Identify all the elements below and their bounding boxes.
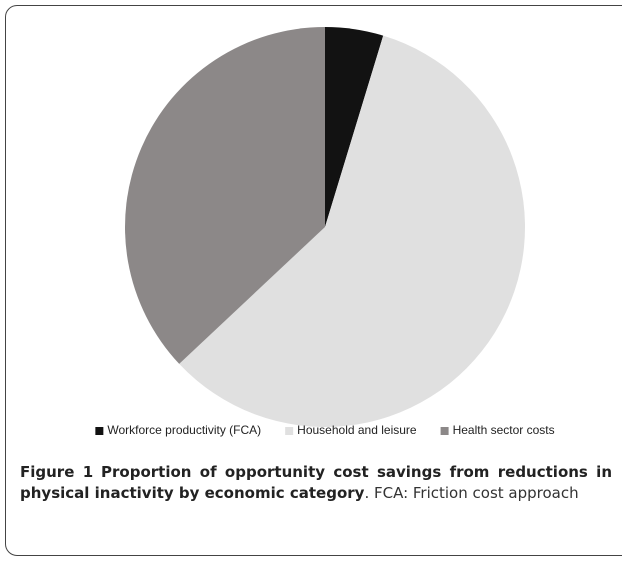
legend-swatch [285, 427, 294, 435]
pie-slice [179, 35, 526, 428]
pie-slice [325, 27, 384, 227]
legend-label: Household and leisure [297, 423, 417, 437]
caption-note: . FCA: Friction cost approach [364, 484, 579, 502]
legend-label: Workforce productivity (FCA) [107, 423, 261, 437]
figure-frame [5, 5, 622, 556]
legend-label: Health sector costs [453, 423, 555, 437]
caption-label: Figure 1 [20, 463, 94, 481]
legend-swatch [95, 427, 104, 435]
caption: Figure 1 Proportion of opportunity cost … [20, 462, 612, 504]
caption-title: Proportion of opportunity cost savings f… [20, 463, 612, 502]
pie-slice [124, 27, 325, 364]
chart: Workforce productivity (FCA) Household an… [95, 27, 555, 437]
legend-swatch [440, 427, 449, 435]
